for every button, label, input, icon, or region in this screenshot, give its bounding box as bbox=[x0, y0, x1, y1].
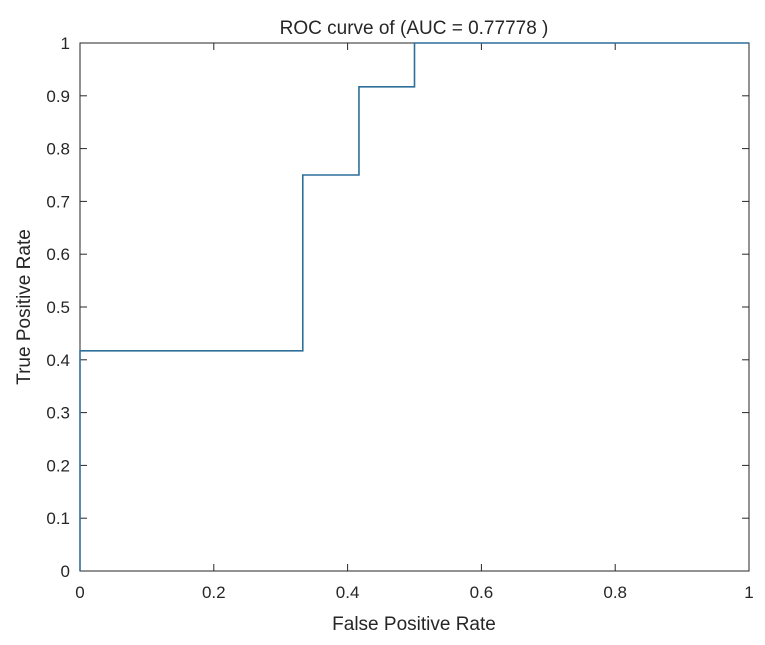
y-tick-label: 0.1 bbox=[46, 509, 70, 528]
y-tick-label: 1 bbox=[61, 34, 70, 53]
y-tick-label: 0.7 bbox=[46, 192, 70, 211]
y-axis-ticks: 0 0.1 0.2 0.3 0.4 0.5 0.6 0.7 0.8 0.9 1 bbox=[46, 34, 749, 581]
x-tick-label: 0 bbox=[75, 583, 84, 602]
plot-frame bbox=[79, 42, 750, 572]
y-tick-label: 0.9 bbox=[46, 87, 70, 106]
y-tick-label: 0.3 bbox=[46, 404, 70, 423]
x-tick-label: 0.8 bbox=[603, 583, 627, 602]
y-axis-label: True Positive Rate bbox=[14, 229, 35, 385]
y-tick-label: 0.8 bbox=[46, 140, 70, 159]
x-tick-label: 0.4 bbox=[336, 583, 360, 602]
y-tick-label: 0.6 bbox=[46, 245, 70, 264]
y-tick-label: 0 bbox=[61, 562, 70, 581]
x-tick-label: 1 bbox=[744, 583, 753, 602]
x-tick-label: 0.6 bbox=[470, 583, 494, 602]
x-tick-label: 0.2 bbox=[202, 583, 226, 602]
x-axis-ticks: 0 0.2 0.4 0.6 0.8 1 bbox=[75, 43, 754, 602]
roc-curve-line bbox=[79, 42, 749, 571]
series-layer bbox=[79, 42, 749, 571]
chart-title: ROC curve of (AUC = 0.77778 ) bbox=[280, 18, 549, 39]
y-tick-label: 0.5 bbox=[46, 298, 70, 317]
y-tick-label: 0.4 bbox=[46, 351, 70, 370]
x-axis-label: False Positive Rate bbox=[332, 614, 496, 635]
y-tick-label: 0.2 bbox=[46, 456, 70, 475]
